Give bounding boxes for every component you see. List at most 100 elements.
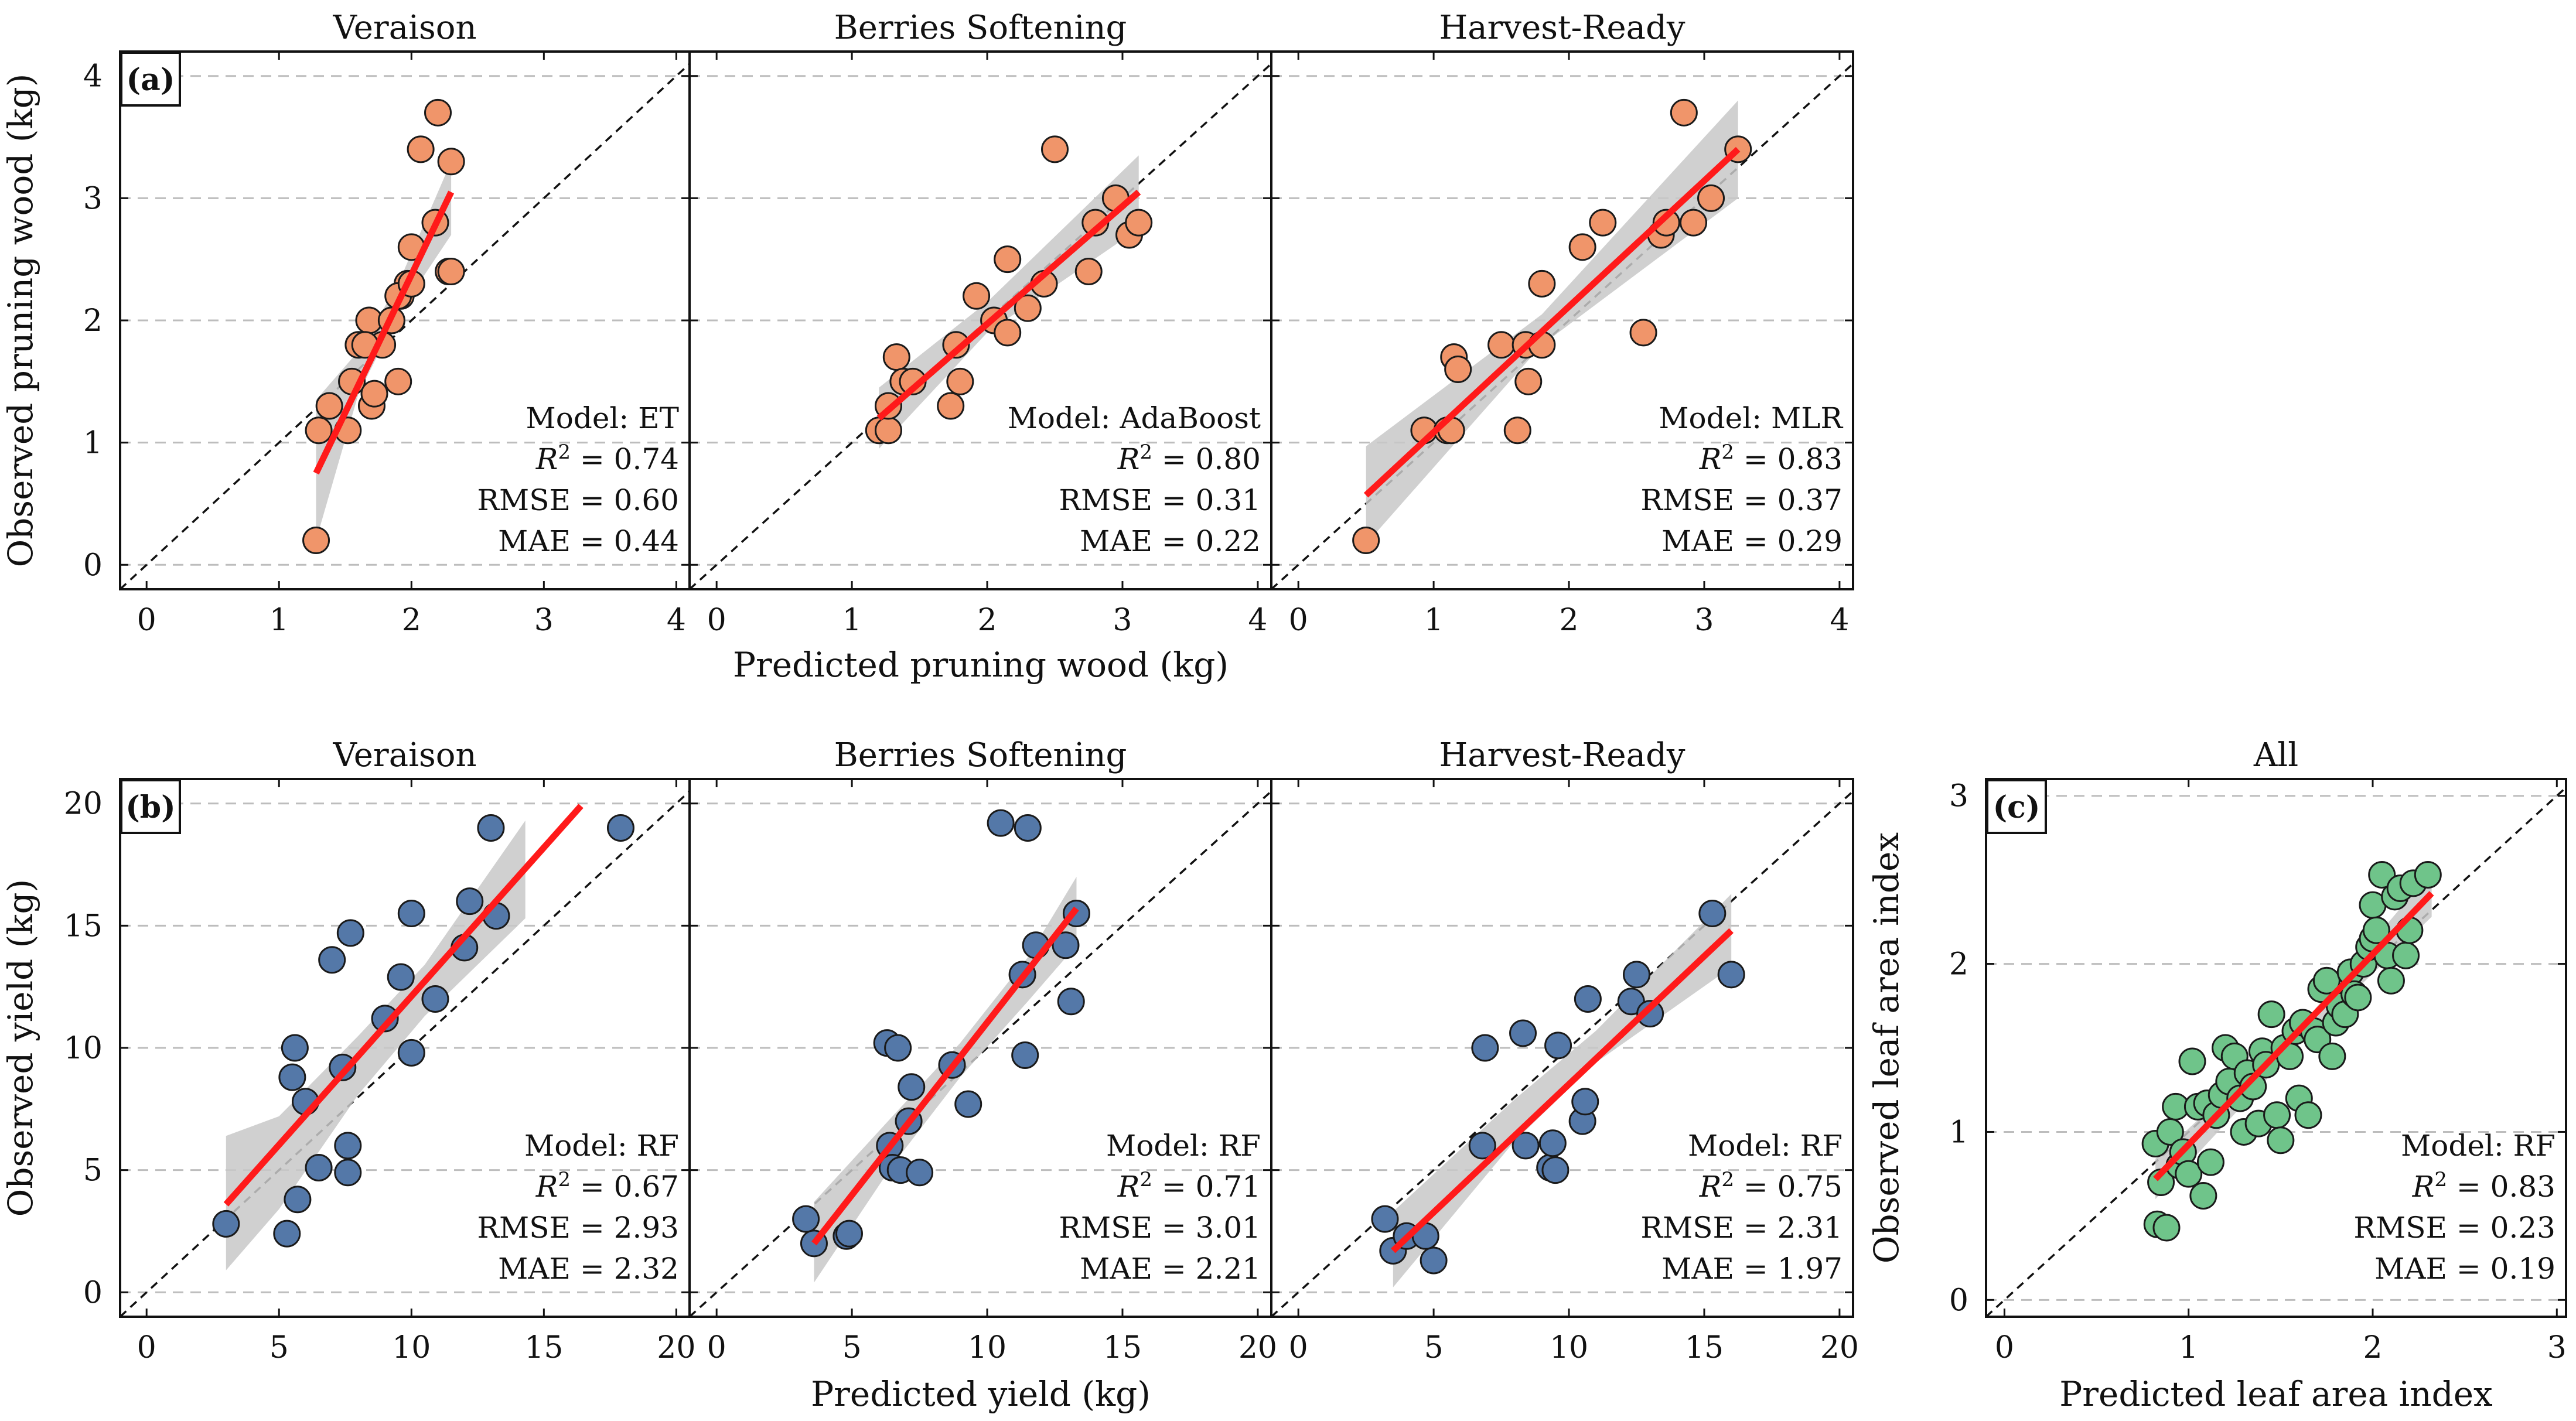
y-tick-label: 20	[64, 787, 103, 822]
data-point	[456, 887, 484, 916]
data-point	[2257, 1000, 2285, 1029]
data-point	[1574, 985, 1602, 1013]
r2-value: = 0.67	[571, 1170, 679, 1204]
panel-title: Berries Softening	[834, 9, 1127, 47]
data-point	[334, 1159, 362, 1187]
stat-r2: R2 = 0.83	[2412, 1168, 2555, 1204]
data-point	[477, 814, 505, 842]
r2-symbol: R	[535, 1170, 558, 1204]
data-point	[302, 527, 330, 555]
data-point	[437, 258, 465, 286]
data-point	[437, 148, 465, 176]
y-tick-label: 1	[83, 426, 103, 461]
regression-line	[1391, 928, 1734, 1253]
y-tick-label: 2	[83, 303, 103, 339]
plot-area	[1986, 785, 2566, 1317]
x-tick-label: 5	[842, 1330, 862, 1365]
data-point	[906, 1159, 934, 1187]
data-point	[2267, 1126, 2295, 1154]
data-point	[2196, 1148, 2224, 1176]
stat-mae: MAE = 0.29	[1661, 524, 1843, 558]
data-point	[2178, 1047, 2206, 1075]
y-tick-label: 0	[1949, 1283, 1968, 1318]
panel-title: Berries Softening	[834, 736, 1127, 774]
regression-line	[876, 189, 1141, 421]
data-point	[1528, 269, 1556, 298]
x-tick-label: 0	[137, 603, 156, 638]
regression-line	[2153, 891, 2434, 1181]
x-tick-label: 10	[1550, 1330, 1588, 1365]
data-point	[212, 1210, 240, 1238]
y-axis-label: Observed leaf area index	[1867, 832, 1906, 1263]
panel-title: Harvest-Ready	[1439, 736, 1685, 774]
stat-rmse: RMSE = 0.31	[1059, 483, 1261, 517]
x-tick-label: 20	[1238, 1330, 1277, 1365]
r2-superscript: 2	[2434, 1168, 2447, 1191]
data-point	[1589, 209, 1617, 237]
stat-model: Model: RF	[2401, 1129, 2555, 1163]
data-point	[424, 98, 452, 127]
r2-superscript: 2	[1721, 1168, 1734, 1191]
stat-rmse: RMSE = 0.37	[1640, 483, 1843, 517]
stat-r2: R2 = 0.83	[1699, 440, 1843, 476]
plot-area	[1271, 790, 1853, 1317]
data-point	[606, 814, 634, 842]
data-point	[2312, 966, 2340, 995]
data-point	[278, 1063, 306, 1091]
data-point	[305, 1153, 333, 1181]
r2-superscript: 2	[558, 1168, 571, 1191]
stat-rmse: RMSE = 3.01	[1059, 1211, 1261, 1245]
data-point	[329, 1053, 357, 1081]
yield-veraison-panel: 00 5 5 10 10 15 15 20 20 Veraison Observed yield (…	[1, 736, 695, 1365]
r2-value: = 0.83	[2447, 1170, 2555, 1204]
data-point	[273, 1220, 301, 1248]
stat-model: Model: MLR	[1659, 401, 1843, 435]
x-tick-label: 3	[534, 603, 554, 638]
y-tick-label: 1	[1949, 1115, 1968, 1150]
x-tick-label: 0	[1289, 603, 1308, 638]
data-point	[1717, 961, 1745, 989]
r2-value: = 0.71	[1152, 1170, 1261, 1204]
data-point	[1052, 931, 1080, 959]
yield-softening-panel: 0 5 10 15 20 Berries Softening Model: RF R2 = 0…	[688, 736, 1277, 1365]
plot-area	[1271, 62, 1853, 589]
y-tick-label: 5	[83, 1153, 103, 1188]
y-tick-label: 0	[83, 548, 103, 583]
panel-title: Veraison	[332, 9, 476, 47]
data-point	[884, 1034, 912, 1062]
r2-superscript: 2	[1721, 440, 1734, 464]
data-point	[2392, 941, 2420, 969]
data-point	[1538, 1129, 1567, 1157]
data-point	[2377, 966, 2405, 995]
panel-label: (c)	[1993, 790, 2041, 825]
data-point	[421, 985, 449, 1013]
data-point	[336, 919, 364, 947]
r2-symbol: R	[1117, 1170, 1140, 1204]
panel-title: Veraison	[332, 736, 476, 774]
data-point	[1420, 1246, 1448, 1275]
data-point	[2152, 1214, 2181, 1242]
stat-model: Model: ET	[526, 401, 679, 435]
r2-value: = 0.80	[1152, 442, 1261, 476]
stat-mae: MAE = 0.19	[2374, 1252, 2555, 1286]
bottom-x-axis-label: Predicted yield (kg)	[811, 1374, 1151, 1414]
data-point	[284, 1186, 312, 1214]
data-point	[315, 392, 343, 420]
data-point	[1011, 1041, 1039, 1070]
data-point	[407, 135, 435, 163]
x-tick-label: 2	[1559, 603, 1578, 638]
data-point	[281, 1034, 309, 1062]
top-x-axis-label: Predicted pruning wood (kg)	[733, 645, 1229, 685]
y-tick-label: 3	[1949, 779, 1968, 814]
data-point	[2362, 916, 2390, 944]
panel-label-box	[120, 52, 181, 107]
data-point	[1652, 209, 1680, 237]
panel-label-box	[120, 779, 181, 834]
r2-symbol: R	[1699, 442, 1722, 476]
data-point	[1623, 961, 1651, 989]
data-point	[1014, 814, 1042, 842]
data-point	[946, 367, 974, 395]
x-tick-label: 0	[137, 1330, 156, 1365]
x-tick-label: 10	[968, 1330, 1006, 1365]
